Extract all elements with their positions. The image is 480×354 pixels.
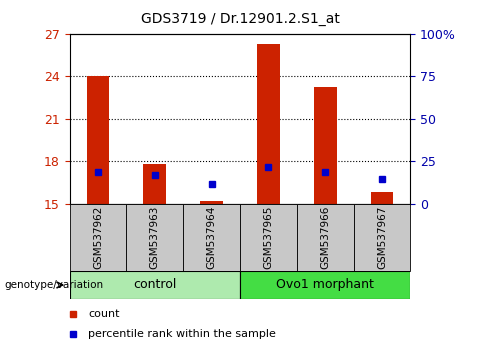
Text: genotype/variation: genotype/variation (5, 280, 104, 290)
Bar (144, 164, 166, 204)
Text: count: count (88, 309, 120, 319)
Bar (240, 271, 410, 299)
Bar (371, 192, 393, 204)
Text: GSM537965: GSM537965 (264, 205, 274, 269)
Bar (354, 204, 410, 271)
Bar (314, 87, 336, 204)
Bar (86, 76, 109, 204)
Bar (126, 204, 183, 271)
Text: GSM537964: GSM537964 (206, 205, 216, 269)
Bar (70, 204, 126, 271)
Text: percentile rank within the sample: percentile rank within the sample (88, 329, 276, 339)
Text: control: control (133, 279, 177, 291)
Bar (297, 204, 354, 271)
Text: GDS3719 / Dr.12901.2.S1_at: GDS3719 / Dr.12901.2.S1_at (141, 12, 339, 27)
Bar (200, 201, 223, 204)
Text: GSM537967: GSM537967 (377, 205, 387, 269)
Bar (70, 271, 240, 299)
Bar (257, 44, 280, 204)
Bar (240, 204, 297, 271)
Text: Ovo1 morphant: Ovo1 morphant (276, 279, 374, 291)
Text: GSM537963: GSM537963 (150, 205, 160, 269)
Text: GSM537966: GSM537966 (320, 205, 330, 269)
Text: GSM537962: GSM537962 (93, 205, 103, 269)
Bar (183, 204, 240, 271)
